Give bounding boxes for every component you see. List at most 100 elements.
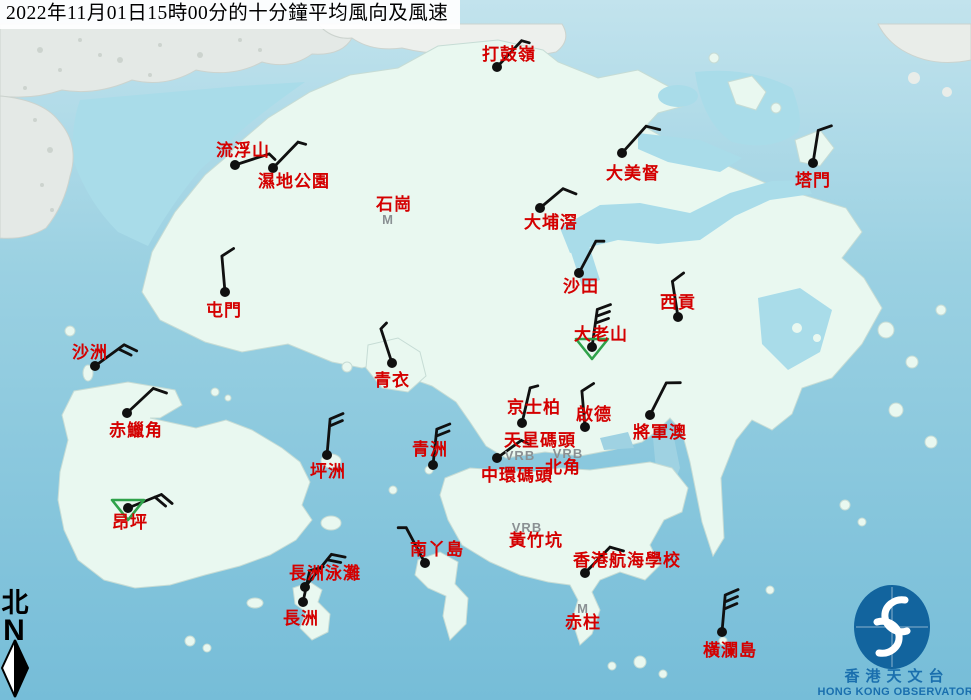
- hong-kong-island: [439, 461, 689, 646]
- kings-park-wind-barb: [520, 384, 540, 425]
- ngong-ping-label: 昂坪: [112, 513, 148, 532]
- urban-texture-speckles: [23, 38, 262, 212]
- kings-park-label: 京士柏: [507, 397, 561, 417]
- central-pier-label: 中環碼頭: [481, 465, 553, 485]
- north-point-label: 北角: [545, 457, 581, 477]
- tuen-mun-station-dot: [220, 287, 230, 297]
- green-island-station-dot: [428, 460, 438, 470]
- peng-chau-wind-barb: [325, 412, 345, 457]
- tuen-mun-wind-barb: [220, 247, 235, 294]
- tai-po-kau-wind-barb: [538, 187, 578, 210]
- cheung-chau-label: 長洲: [283, 609, 319, 628]
- tolo-harbour-water: [560, 180, 812, 253]
- shek-kong-label: 石崗: [375, 195, 412, 214]
- chek-lap-kok-wind-barb: [125, 387, 168, 415]
- kai-tak-station-dot: [580, 422, 590, 432]
- tap-mun-wind-barb: [811, 124, 833, 165]
- inner-waters: [72, 70, 800, 246]
- north-point-status: VRB: [553, 446, 583, 461]
- ta-kwu-ling-wind-barb: [495, 39, 531, 69]
- north-compass: 北 N: [0, 588, 30, 698]
- stanley-label: 赤柱: [565, 612, 601, 632]
- star-ferry-label: 天星碼頭: [504, 431, 576, 450]
- ta-kwu-ling-station-dot: [492, 62, 502, 72]
- shek-kong-status: M: [382, 212, 394, 227]
- sha-tin-wind-barb: [577, 239, 606, 275]
- sha-tin-station-dot: [574, 268, 584, 278]
- tsing-yi-station-dot: [387, 358, 397, 368]
- tap-mun-label: 塔門: [795, 170, 831, 190]
- tseung-kwan-o-station-dot: [645, 410, 655, 420]
- cheung-chau-station-dot: [298, 597, 308, 607]
- hong-kong-land: [57, 39, 947, 679]
- sai-kung-label: 西貢: [660, 293, 696, 312]
- tsing-yi-label: 青衣: [374, 370, 410, 390]
- green-island-label: 青洲: [412, 439, 448, 459]
- stanley-status: M: [577, 601, 589, 616]
- kat-o-island: [727, 75, 767, 111]
- tap-mun-station-dot: [808, 158, 818, 168]
- shing-mun-channel-water: [566, 236, 600, 286]
- waglan-island-label: 橫瀾島: [703, 640, 757, 660]
- waglan-island-wind-barb: [720, 588, 740, 634]
- lau-fau-shan-label: 流浮山: [216, 140, 270, 160]
- new-territories-kowloon-land: [141, 39, 883, 558]
- hko-logo-english-name: HONG KONG OBSERVATORY: [817, 686, 971, 698]
- tai-mei-tuk-label: 大美督: [606, 163, 660, 183]
- sha-chau-wind-barb: [93, 343, 139, 368]
- tai-mei-tuk-station-dot: [617, 148, 627, 158]
- peng-chau-station-dot: [322, 450, 332, 460]
- cheung-chau-beach-label: 長洲泳灘: [289, 563, 361, 583]
- yantian-land: [877, 23, 971, 63]
- lantau-island: [57, 381, 313, 589]
- tsing-yi-wind-barb: [379, 321, 394, 365]
- wong-chuk-hang-status: VRB: [512, 520, 542, 535]
- central-pier-wind-barb: [495, 439, 530, 460]
- ngong-ping-triangle-marker: [110, 498, 146, 522]
- sha-chau-station-dot: [90, 361, 100, 371]
- chek-lap-kok-station-dot: [122, 408, 132, 418]
- sha-tau-kok-water: [658, 85, 698, 107]
- compass-arrow-right-half: [14, 639, 30, 698]
- tates-cairn-station-dot: [587, 342, 597, 352]
- hk-sea-school-wind-barb: [583, 545, 625, 575]
- islet: [813, 334, 821, 342]
- lamma-island-label: 南丫島: [410, 539, 464, 559]
- tuen-mun-label: 屯門: [206, 300, 242, 320]
- tates-cairn-label: 大老山: [574, 324, 628, 344]
- tseung-kwan-o-label: 將軍澳: [633, 422, 687, 442]
- green-island-wind-barb: [431, 422, 452, 467]
- shekou-peninsula: [0, 95, 74, 239]
- star-ferry-status: VRB: [505, 448, 535, 463]
- sai-kung-station-dot: [673, 312, 683, 322]
- lamma-island-wind-barb: [396, 526, 427, 565]
- tates-cairn-triangle-marker: [574, 337, 610, 361]
- lau-fau-shan-wind-barb: [233, 152, 277, 167]
- waglan-island-station-dot: [717, 627, 727, 637]
- compass-letter-n: N: [3, 614, 25, 647]
- hk-sea-school-label: 香港航海學校: [573, 550, 681, 570]
- cheung-chau-wind-barb: [301, 565, 325, 604]
- lau-fau-shan-station-dot: [230, 160, 240, 170]
- kings-park-station-dot: [517, 418, 527, 428]
- islet: [792, 323, 802, 333]
- wong-chuk-hang-label: 黃竹坑: [508, 530, 563, 550]
- cheung-chau-island: [292, 581, 331, 641]
- shenzhen-west-land: [0, 23, 353, 98]
- ngong-ping-station-dot: [123, 503, 133, 513]
- islet: [908, 72, 920, 84]
- tseung-kwan-o-wind-barb: [648, 381, 682, 417]
- tai-mei-tuk-wind-barb: [620, 124, 662, 155]
- sai-kung-wind-barb: [671, 271, 685, 319]
- wetland-park-station-dot: [268, 163, 278, 173]
- tates-cairn-wind-barb: [590, 303, 612, 349]
- wetland-park-label: 濕地公園: [258, 171, 330, 191]
- wetland-park-wind-barb: [271, 140, 308, 170]
- peng-chau-label: 坪洲: [310, 462, 346, 481]
- logo-swirl-lower: [873, 617, 903, 657]
- ta-kwu-ling-label: 打鼓嶺: [482, 44, 536, 64]
- hko-logo-chinese-name: 香港天文台: [844, 667, 949, 685]
- compass-hanzi-north: 北: [2, 588, 29, 618]
